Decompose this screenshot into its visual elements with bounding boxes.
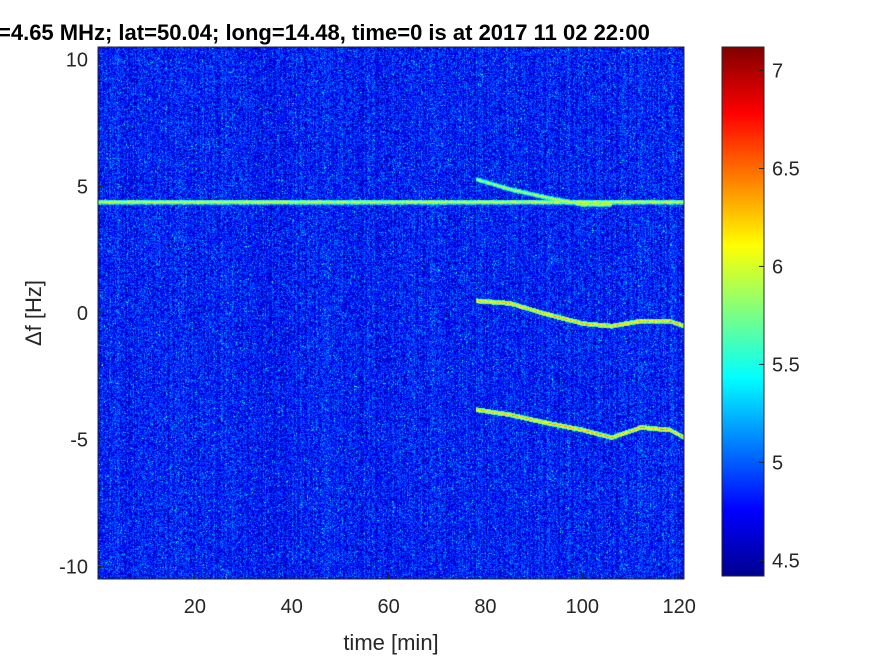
chart-title: =4.65 MHz; lat=50.04; long=14.48, time=0… <box>0 20 650 45</box>
y-axis: 10 5 0 -5 -10 <box>59 50 104 578</box>
colorbar-tick-label: 4.5 <box>772 550 800 572</box>
x-axis: 20 40 60 80 100 120 <box>184 573 696 618</box>
y-tick-label: 10 <box>66 50 88 72</box>
colorbar-tick-label: 7 <box>772 61 783 83</box>
spectrogram-heatmap <box>98 47 684 579</box>
y-tick-label: 5 <box>77 176 88 198</box>
x-tick-label: 80 <box>474 596 496 618</box>
y-tick-label: 0 <box>77 303 88 325</box>
colorbar-tick-label: 5 <box>772 452 783 474</box>
x-tick-label: 20 <box>184 596 206 618</box>
y-tick-label: -5 <box>70 430 88 452</box>
x-tick-label: 40 <box>281 596 303 618</box>
x-tick-label: 120 <box>662 596 695 618</box>
colorbar-tick-label: 6 <box>772 256 783 278</box>
plot-area <box>97 46 685 580</box>
colorbar-tick-label: 5.5 <box>772 354 800 376</box>
y-tick-label: -10 <box>59 556 88 578</box>
x-tick-label: 100 <box>566 596 599 618</box>
colorbar: 7 6.5 6 5.5 5 4.5 <box>721 46 800 577</box>
colorbar-gradient <box>721 46 765 577</box>
x-axis-label: time [min] <box>343 630 438 655</box>
colorbar-ticks: 7 6.5 6 5.5 5 4.5 <box>759 61 800 572</box>
x-tick-label: 60 <box>377 596 399 618</box>
colorbar-tick-label: 6.5 <box>772 158 800 180</box>
y-axis-label: Δf [Hz] <box>21 280 46 346</box>
